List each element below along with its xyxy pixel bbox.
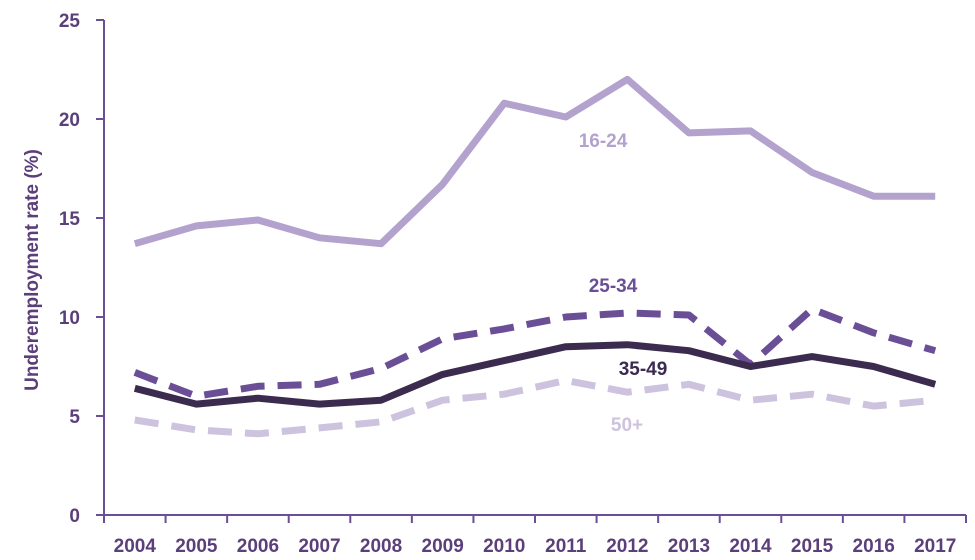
y-tick-label: 5 bbox=[69, 407, 80, 428]
y-axis: 0 5 10 15 20 25 bbox=[59, 11, 105, 527]
series-labels: 16-24 25-34 35-49 50+ bbox=[579, 131, 668, 436]
x-tick-label: 2009 bbox=[422, 536, 464, 557]
x-tick-label: 2005 bbox=[175, 536, 218, 557]
series-label-50plus: 50+ bbox=[611, 415, 643, 436]
x-tick-label: 2008 bbox=[360, 536, 402, 557]
y-tick-label: 20 bbox=[59, 110, 80, 131]
series-label-16-24: 16-24 bbox=[579, 131, 628, 152]
series-label-35-49: 35-49 bbox=[619, 359, 668, 380]
x-tick-label: 2013 bbox=[668, 536, 710, 557]
series-line-16-24 bbox=[133, 75, 936, 248]
x-tick-label: 2004 bbox=[114, 536, 157, 557]
x-tick-label: 2017 bbox=[914, 536, 956, 557]
x-axis: 2004 2005 2006 2007 2008 2009 2010 2011 2012 2013… bbox=[103, 514, 967, 557]
y-axis-title: Underemployment rate (%) bbox=[22, 149, 43, 391]
y-tick-label: 15 bbox=[59, 209, 81, 230]
series-line-50plus bbox=[134, 376, 936, 438]
x-tick-label: 2015 bbox=[791, 536, 834, 557]
series-lines bbox=[133, 75, 937, 438]
y-tick-label: 25 bbox=[59, 11, 81, 32]
x-tick-label: 2006 bbox=[237, 536, 279, 557]
series-label-25-34: 25-34 bbox=[589, 276, 638, 297]
y-tick-label: 0 bbox=[69, 506, 80, 527]
y-tick-label: 10 bbox=[59, 308, 80, 329]
x-tick-label: 2007 bbox=[298, 536, 340, 557]
x-tick-label: 2011 bbox=[545, 536, 587, 557]
x-tick-label: 2016 bbox=[853, 536, 895, 557]
x-tick-label: 2014 bbox=[729, 536, 772, 557]
series-line-35-49 bbox=[133, 341, 937, 408]
series-line-25-34 bbox=[133, 305, 937, 400]
x-tick-label: 2012 bbox=[606, 536, 648, 557]
x-tick-label: 2010 bbox=[483, 536, 525, 557]
